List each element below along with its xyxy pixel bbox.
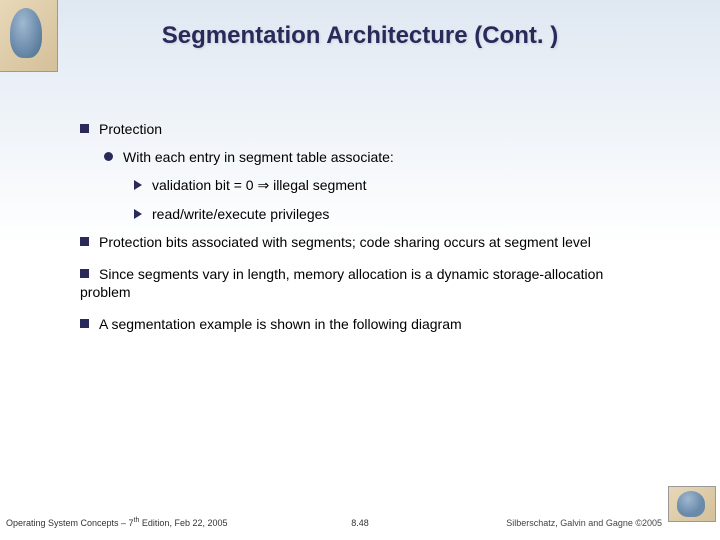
bullet-text: A segmentation example is shown in the f… (99, 316, 462, 332)
bullet-level1: Since segments vary in length, memory al… (80, 265, 640, 301)
footer-right: Silberschatz, Galvin and Gagne ©2005 (506, 518, 662, 528)
bullet-level3: read/write/execute privileges (134, 205, 640, 223)
bullet-text: Protection bits associated with segments… (99, 234, 591, 250)
slide-content: Protection With each entry in segment ta… (80, 120, 640, 344)
bullet-text: Since segments vary in length, memory al… (80, 266, 603, 300)
square-bullet-icon (80, 319, 89, 328)
bullet-text: read/write/execute privileges (152, 206, 329, 222)
bullet-level2: With each entry in segment table associa… (104, 148, 640, 166)
bullet-text: Protection (99, 121, 162, 137)
bullet-text: validation bit = 0 ⇒ illegal segment (152, 177, 366, 193)
dino-small-graphic (677, 491, 705, 517)
square-bullet-icon (80, 124, 89, 133)
bullet-level1: Protection (80, 120, 640, 138)
square-bullet-icon (80, 237, 89, 246)
bullet-level1: A segmentation example is shown in the f… (80, 315, 640, 333)
arrow-bullet-icon (134, 180, 142, 190)
bullet-level1: Protection bits associated with segments… (80, 233, 640, 251)
circle-bullet-icon (104, 152, 113, 161)
bullet-text: With each entry in segment table associa… (123, 149, 394, 165)
bullet-level3: validation bit = 0 ⇒ illegal segment (134, 176, 640, 194)
logo-bottom (668, 486, 716, 522)
slide-title: Segmentation Architecture (Cont. ) (0, 22, 720, 50)
square-bullet-icon (80, 269, 89, 278)
arrow-bullet-icon (134, 209, 142, 219)
